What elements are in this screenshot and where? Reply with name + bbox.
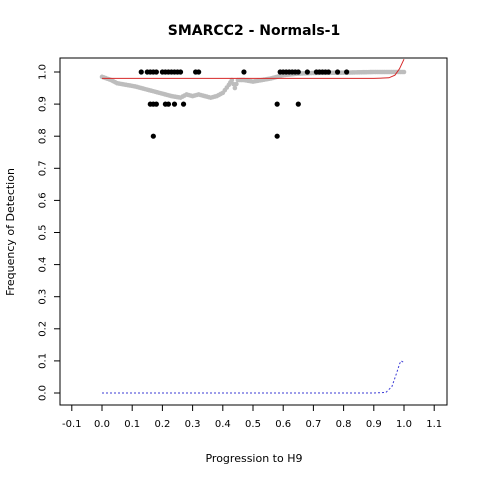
running-mean-point bbox=[401, 69, 407, 75]
data-point bbox=[180, 101, 187, 107]
x-tick-label: 0.9 bbox=[366, 419, 382, 430]
x-tick-label: 0.3 bbox=[185, 419, 201, 430]
x-tick-label: 1.1 bbox=[426, 419, 442, 430]
data-point bbox=[304, 69, 310, 75]
x-axis: -0.1 0.0 0.1 0.2 0.3 0.4 0.5 0.6 0.7 0.8 0.9 1.0 1.1 bbox=[62, 405, 442, 430]
data-point bbox=[344, 69, 350, 75]
running-mean-series bbox=[99, 69, 407, 100]
x-tick-label: 0.2 bbox=[154, 419, 170, 430]
x-tick-label: 0.6 bbox=[275, 419, 291, 430]
data-point bbox=[325, 69, 332, 75]
x-axis-label: Progression to H9 bbox=[205, 452, 302, 465]
data-point bbox=[295, 101, 301, 107]
running-mean-point bbox=[234, 81, 239, 87]
data-point bbox=[334, 69, 341, 75]
y-tick-label: 0.9 bbox=[38, 96, 49, 112]
y-tick-label: 0.1 bbox=[38, 353, 49, 369]
x-tick-label: 0.8 bbox=[336, 419, 352, 430]
x-tick-label: -0.1 bbox=[62, 419, 82, 430]
y-axis: 0.0 0.1 0.2 0.3 0.4 0.5 0.6 0.7 0.8 0.9 1.0 bbox=[38, 64, 60, 401]
running-mean-point bbox=[232, 85, 238, 91]
data-point bbox=[171, 101, 178, 107]
y-tick-label: 0.8 bbox=[38, 128, 49, 144]
y-tick-label: 0.3 bbox=[38, 289, 49, 305]
data-point bbox=[295, 69, 301, 75]
x-tick-label: 0.1 bbox=[124, 419, 140, 430]
fit-line bbox=[102, 58, 405, 79]
series-layer bbox=[99, 58, 407, 394]
data-point bbox=[241, 69, 247, 75]
x-tick-label: 0.4 bbox=[215, 419, 231, 430]
data-point bbox=[153, 101, 159, 107]
chart-title: SMARCC2 - Normals-1 bbox=[168, 23, 340, 39]
y-tick-label: 1.0 bbox=[38, 64, 49, 80]
points-series bbox=[138, 69, 350, 139]
data-point bbox=[196, 69, 202, 75]
data-point bbox=[150, 133, 156, 139]
data-point bbox=[165, 101, 172, 107]
x-tick-label: 0.0 bbox=[94, 419, 110, 430]
y-tick-label: 0.5 bbox=[38, 225, 49, 241]
y-axis-label: Frequency of Detection bbox=[4, 168, 17, 296]
density-line bbox=[102, 360, 405, 394]
x-tick-label: 0.5 bbox=[245, 419, 261, 430]
data-point bbox=[153, 69, 159, 75]
data-point bbox=[274, 101, 280, 107]
data-point bbox=[274, 133, 280, 139]
y-tick-label: 0.7 bbox=[38, 160, 49, 176]
y-tick-label: 0.2 bbox=[38, 321, 49, 337]
data-point bbox=[138, 69, 144, 75]
y-tick-label: 0.4 bbox=[38, 257, 49, 273]
x-tick-label: 1.0 bbox=[396, 419, 412, 430]
plot-frame bbox=[59, 57, 448, 406]
x-tick-label: 0.7 bbox=[305, 419, 321, 430]
data-point bbox=[177, 69, 184, 75]
y-tick-label: 0.0 bbox=[38, 385, 49, 401]
y-tick-label: 0.6 bbox=[38, 192, 49, 208]
